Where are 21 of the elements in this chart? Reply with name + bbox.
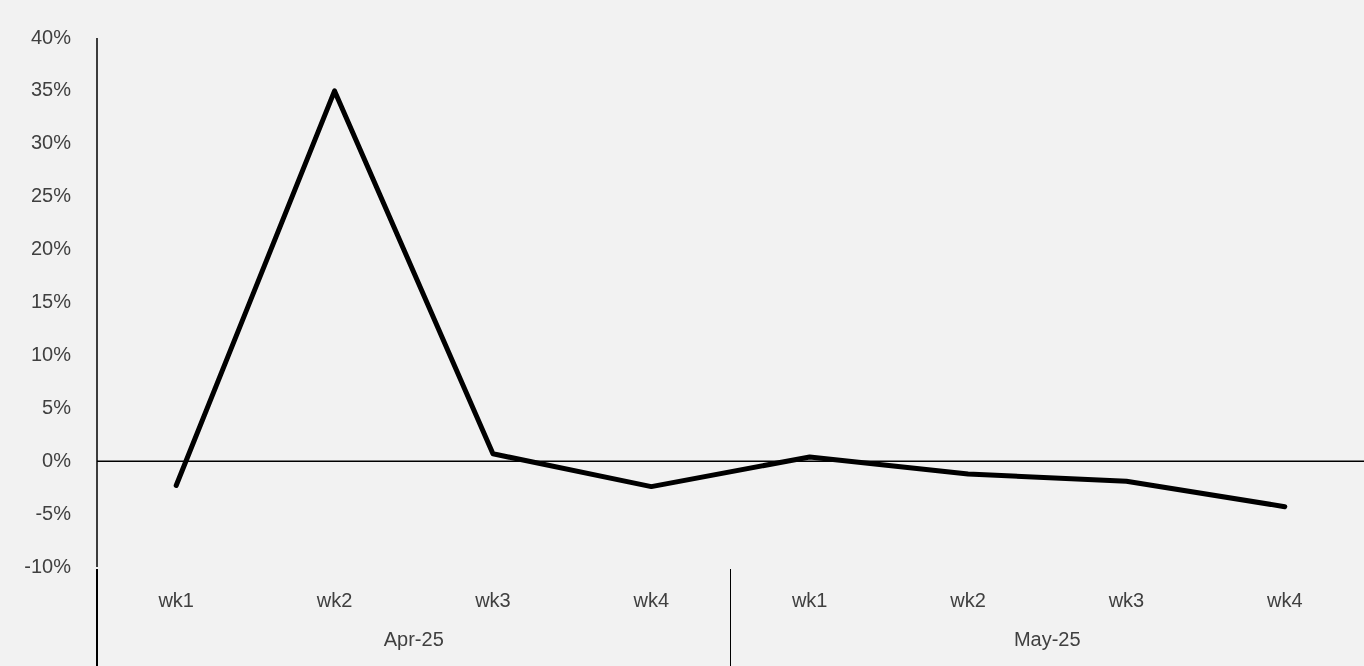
y-tick-label: 30% xyxy=(30,131,72,154)
x-tick-label: wk4 xyxy=(632,588,670,611)
x-tick-label: wk3 xyxy=(1107,588,1145,611)
y-tick-label: 5% xyxy=(42,395,72,418)
y-tick-label: 20% xyxy=(30,237,72,260)
y-tick-label: -5% xyxy=(35,501,72,524)
y-tick-label: 10% xyxy=(30,342,72,365)
y-tick-label: 25% xyxy=(30,184,72,207)
y-tick-label: 35% xyxy=(30,78,72,101)
x-tick-label: wk1 xyxy=(157,588,194,611)
x-tick-label: wk4 xyxy=(1266,588,1303,611)
y-tick-label: 40% xyxy=(30,25,72,48)
x-tick-label: wk1 xyxy=(790,588,828,611)
x-tick-label: wk2 xyxy=(315,588,353,611)
x-tick-label: wk2 xyxy=(949,588,986,611)
text: May-25 xyxy=(1013,627,1081,650)
x-tick-label: wk3 xyxy=(474,588,511,611)
y-tick-label: 15% xyxy=(30,290,72,313)
y-tick-label: 0% xyxy=(42,448,72,471)
text: Apr-25 xyxy=(383,627,444,650)
y-tick-label: -10% xyxy=(24,554,72,577)
